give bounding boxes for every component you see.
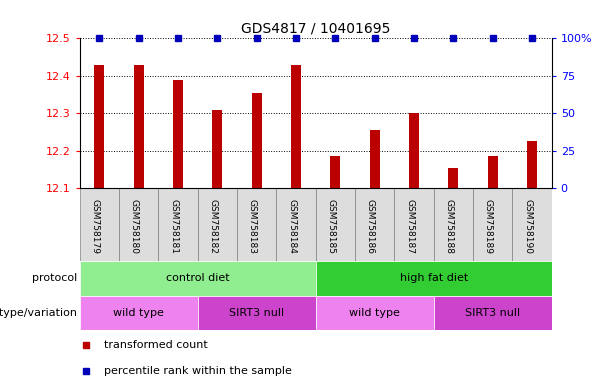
- Text: control diet: control diet: [166, 273, 229, 283]
- Text: GSM758187: GSM758187: [405, 199, 414, 254]
- Bar: [94, 65, 104, 188]
- Bar: [316, 296, 434, 330]
- Text: SIRT3 null: SIRT3 null: [465, 308, 520, 318]
- Text: GSM758182: GSM758182: [208, 199, 218, 254]
- Text: transformed count: transformed count: [104, 340, 208, 350]
- Bar: [134, 65, 143, 188]
- Bar: [213, 109, 223, 188]
- Bar: [394, 188, 434, 261]
- Bar: [409, 113, 419, 188]
- Text: GSM758179: GSM758179: [90, 199, 99, 254]
- Bar: [434, 188, 473, 261]
- Bar: [316, 261, 552, 296]
- Text: high fat diet: high fat diet: [400, 273, 468, 283]
- Bar: [473, 188, 512, 261]
- Bar: [158, 188, 198, 261]
- Bar: [434, 296, 552, 330]
- Bar: [197, 296, 316, 330]
- Text: GSM758186: GSM758186: [366, 199, 375, 254]
- Bar: [355, 188, 394, 261]
- Text: GSM758189: GSM758189: [484, 199, 493, 254]
- Bar: [488, 156, 498, 188]
- Bar: [119, 188, 158, 261]
- Bar: [80, 188, 119, 261]
- Text: GSM758180: GSM758180: [130, 199, 139, 254]
- Text: GSM758190: GSM758190: [523, 199, 532, 254]
- Bar: [316, 188, 355, 261]
- Text: protocol: protocol: [32, 273, 78, 283]
- Text: genotype/variation: genotype/variation: [0, 308, 78, 318]
- Bar: [197, 188, 237, 261]
- Text: GSM758184: GSM758184: [287, 199, 296, 254]
- Text: percentile rank within the sample: percentile rank within the sample: [104, 366, 292, 376]
- Bar: [276, 188, 316, 261]
- Bar: [449, 167, 459, 188]
- Title: GDS4817 / 10401695: GDS4817 / 10401695: [241, 22, 390, 36]
- Text: GSM758183: GSM758183: [248, 199, 257, 254]
- Bar: [512, 188, 552, 261]
- Text: wild type: wild type: [349, 308, 400, 318]
- Bar: [173, 79, 183, 188]
- Bar: [237, 188, 276, 261]
- Text: SIRT3 null: SIRT3 null: [229, 308, 284, 318]
- Text: GSM758185: GSM758185: [326, 199, 335, 254]
- Bar: [370, 130, 379, 188]
- Bar: [291, 65, 301, 188]
- Text: GSM758181: GSM758181: [169, 199, 178, 254]
- Text: wild type: wild type: [113, 308, 164, 318]
- Text: GSM758188: GSM758188: [444, 199, 454, 254]
- Bar: [252, 93, 262, 188]
- Bar: [330, 156, 340, 188]
- Bar: [80, 296, 197, 330]
- Bar: [80, 261, 316, 296]
- Bar: [527, 141, 537, 188]
